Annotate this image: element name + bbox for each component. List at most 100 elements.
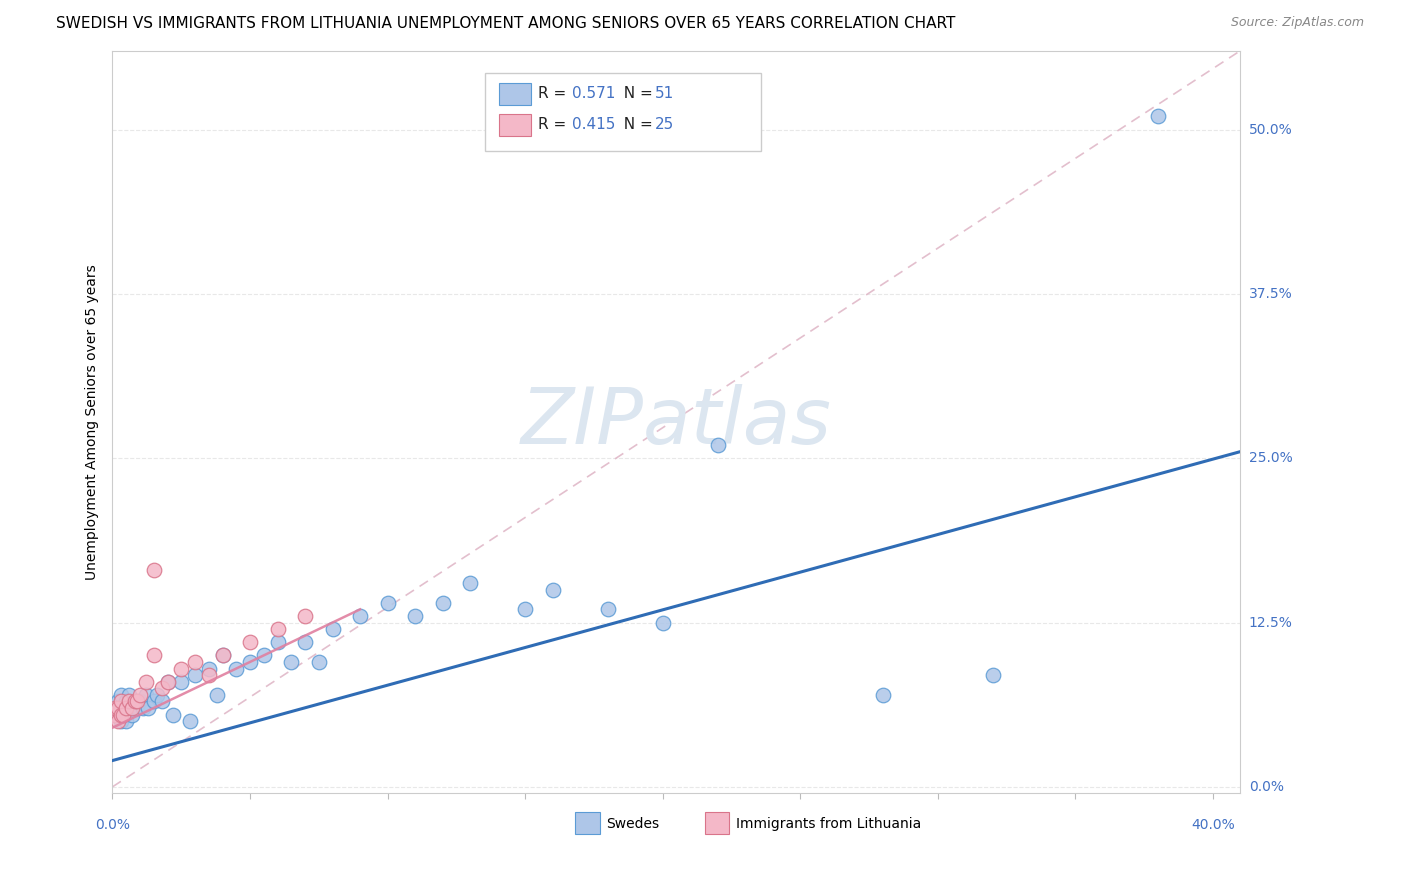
Point: [104, 707, 127, 722]
Point: [110, 714, 132, 728]
Text: 40.0%: 40.0%: [1191, 818, 1234, 832]
Point: [142, 563, 165, 577]
Text: 0.0%: 0.0%: [1249, 780, 1284, 794]
Point: [145, 688, 167, 702]
Point: [150, 694, 173, 708]
Point: [104, 701, 127, 715]
Text: 37.5%: 37.5%: [1249, 287, 1292, 301]
Point: [110, 694, 132, 708]
Text: 25.0%: 25.0%: [1249, 451, 1292, 466]
Point: [118, 688, 141, 702]
Point: [706, 438, 728, 452]
Point: [115, 714, 138, 728]
Point: [170, 661, 193, 675]
Point: [112, 707, 135, 722]
Point: [179, 714, 201, 728]
Point: [110, 688, 132, 702]
Point: [107, 707, 129, 722]
Text: 25: 25: [655, 117, 675, 132]
Point: [121, 707, 143, 722]
Point: [136, 701, 159, 715]
Text: Swedes: Swedes: [606, 817, 659, 830]
Y-axis label: Unemployment Among Seniors over 65 years: Unemployment Among Seniors over 65 years: [86, 264, 100, 580]
FancyBboxPatch shape: [704, 812, 730, 834]
Point: [107, 714, 129, 728]
Point: [110, 707, 132, 722]
Point: [294, 635, 316, 649]
Text: N =: N =: [614, 117, 658, 132]
Text: 50.0%: 50.0%: [1249, 122, 1292, 136]
Point: [112, 707, 135, 722]
Text: 51: 51: [655, 86, 675, 101]
Point: [239, 635, 262, 649]
Point: [142, 694, 165, 708]
Point: [458, 576, 481, 591]
Point: [239, 655, 262, 669]
Point: [377, 596, 399, 610]
Point: [184, 668, 207, 682]
Point: [132, 701, 155, 715]
Point: [104, 701, 127, 715]
Text: R =: R =: [537, 117, 571, 132]
Point: [127, 694, 149, 708]
Point: [150, 681, 173, 696]
FancyBboxPatch shape: [575, 812, 600, 834]
Point: [651, 615, 673, 630]
Point: [107, 701, 129, 715]
FancyBboxPatch shape: [485, 73, 761, 151]
Point: [162, 707, 184, 722]
Point: [981, 668, 1004, 682]
Text: 0.415: 0.415: [572, 117, 614, 132]
Point: [184, 655, 207, 669]
Point: [129, 688, 152, 702]
Point: [129, 694, 152, 708]
Text: 0.571: 0.571: [572, 86, 614, 101]
Text: 12.5%: 12.5%: [1249, 615, 1292, 630]
Point: [211, 648, 233, 663]
Point: [513, 602, 536, 616]
Point: [112, 701, 135, 715]
Point: [115, 694, 138, 708]
Text: N =: N =: [614, 86, 658, 101]
Text: Immigrants from Lithuania: Immigrants from Lithuania: [737, 817, 921, 830]
Point: [596, 602, 619, 616]
Point: [266, 635, 288, 649]
Text: ZIPatlas: ZIPatlas: [522, 384, 832, 460]
Point: [211, 648, 233, 663]
Point: [124, 694, 146, 708]
Point: [156, 674, 179, 689]
Text: SWEDISH VS IMMIGRANTS FROM LITHUANIA UNEMPLOYMENT AMONG SENIORS OVER 65 YEARS CO: SWEDISH VS IMMIGRANTS FROM LITHUANIA UNE…: [56, 16, 956, 31]
Point: [280, 655, 302, 669]
Point: [134, 674, 156, 689]
Point: [142, 648, 165, 663]
Point: [404, 609, 426, 624]
Point: [115, 701, 138, 715]
Point: [121, 701, 143, 715]
Point: [118, 701, 141, 715]
Point: [266, 622, 288, 636]
Point: [1147, 110, 1170, 124]
Point: [127, 701, 149, 715]
Point: [197, 661, 219, 675]
Point: [253, 648, 276, 663]
Point: [308, 655, 330, 669]
FancyBboxPatch shape: [499, 83, 531, 105]
Point: [541, 582, 564, 597]
Point: [170, 674, 193, 689]
Point: [322, 622, 344, 636]
Point: [134, 688, 156, 702]
FancyBboxPatch shape: [499, 114, 531, 136]
Text: R =: R =: [537, 86, 571, 101]
Text: Source: ZipAtlas.com: Source: ZipAtlas.com: [1230, 16, 1364, 29]
Point: [124, 701, 146, 715]
Point: [432, 596, 454, 610]
Point: [118, 694, 141, 708]
Point: [294, 609, 316, 624]
Point: [104, 707, 127, 722]
Point: [156, 674, 179, 689]
Point: [225, 661, 247, 675]
Point: [107, 694, 129, 708]
Text: 0.0%: 0.0%: [96, 818, 129, 832]
Point: [349, 609, 371, 624]
Point: [197, 668, 219, 682]
